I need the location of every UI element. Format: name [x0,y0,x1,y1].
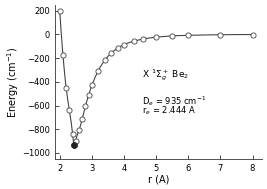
Point [70,132,75,136]
Point [186,34,190,37]
Point [170,34,174,37]
Point [96,69,100,72]
Point [115,47,120,50]
Point [58,9,62,12]
Point [83,105,88,108]
Point [109,52,113,55]
Point [103,59,107,62]
Y-axis label: Energy (cm$^{-1}$): Energy (cm$^{-1}$) [5,46,21,118]
Text: D$_e$ = 935 cm$^{-1}$: D$_e$ = 935 cm$^{-1}$ [142,94,206,108]
Point [218,33,222,36]
Point [141,37,146,40]
Point [64,86,68,89]
Point [72,144,76,147]
Point [250,33,255,36]
X-axis label: r (A): r (A) [148,174,169,184]
Point [154,36,158,39]
Point [131,40,136,43]
Point [61,54,65,57]
Point [87,93,91,96]
Text: r$_e$ = 2.444 A: r$_e$ = 2.444 A [142,104,196,117]
Text: X $^1\Sigma_g^+$ Be$_2$: X $^1\Sigma_g^+$ Be$_2$ [142,68,189,83]
Point [67,109,72,112]
Point [74,139,78,142]
Point [77,129,81,132]
Point [122,43,126,46]
Point [80,117,84,120]
Point [90,84,94,87]
